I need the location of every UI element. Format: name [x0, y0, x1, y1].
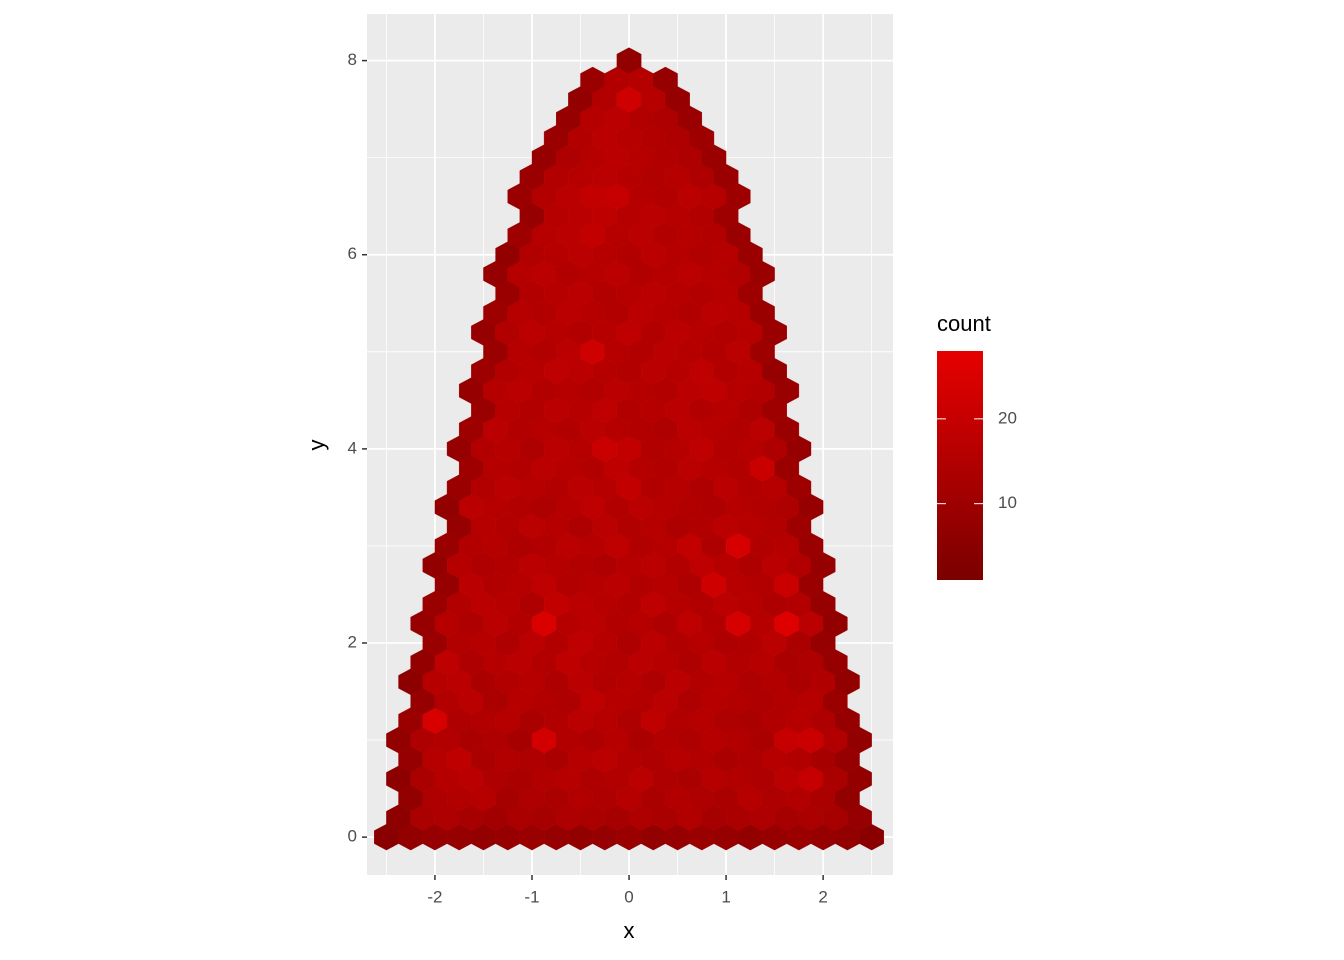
y-tick-label: 4 [348, 438, 357, 457]
x-tick-label: -1 [524, 887, 539, 906]
legend-label: 10 [998, 493, 1017, 512]
x-tick-label: 0 [624, 887, 633, 906]
x-axis-label: x [624, 918, 635, 943]
hexagon [653, 66, 678, 94]
x-tick-label: -2 [427, 887, 442, 906]
legend-title: count [937, 311, 991, 336]
y-tick-label: 6 [348, 244, 357, 263]
colorbar [937, 351, 983, 580]
y-tick-label: 8 [348, 50, 357, 69]
x-tick-label: 2 [818, 887, 827, 906]
x-tick-label: 1 [721, 887, 730, 906]
y-tick-label: 2 [348, 632, 357, 651]
hexagon [616, 47, 642, 74]
y-axis-label: y [304, 440, 329, 451]
legend-label: 20 [998, 408, 1017, 427]
y-tick-label: 0 [348, 827, 357, 846]
